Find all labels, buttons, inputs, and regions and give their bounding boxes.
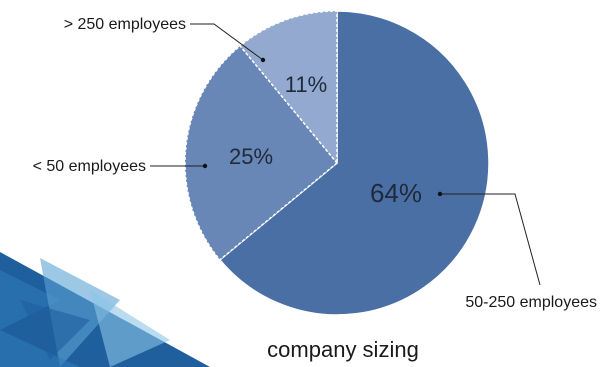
pie-slice-under-50 (184, 44, 339, 261)
decor-polygon (90, 290, 170, 367)
decor-polygon (0, 270, 60, 330)
decorative-corner-shapes (0, 252, 210, 367)
callout-dot-50-250 (437, 191, 443, 197)
callout-dot-under-50 (202, 163, 208, 169)
decor-polygon (20, 300, 90, 360)
callout-line-over-250 (190, 23, 264, 61)
callout-line-50-250 (440, 193, 541, 286)
legend-label-50-250: 50-250 employees (465, 294, 597, 311)
pie-chart (184, 10, 490, 316)
pie-slice-over-250 (239, 10, 338, 166)
legend-label-under-50: < 50 employees (33, 158, 146, 175)
decor-polygon (0, 330, 80, 367)
callout-lines (150, 23, 541, 286)
chart-title: company sizing (267, 337, 419, 362)
slice-value-label-over-250: 11% (285, 72, 327, 97)
callout-dot-over-250 (260, 57, 266, 63)
pie-slice-50-250 (218, 10, 490, 316)
legend-label-over-250: > 250 employees (64, 16, 186, 33)
slice-value-label-50-250: 64% (370, 178, 422, 208)
slice-value-label-under-50: 25% (229, 144, 273, 169)
